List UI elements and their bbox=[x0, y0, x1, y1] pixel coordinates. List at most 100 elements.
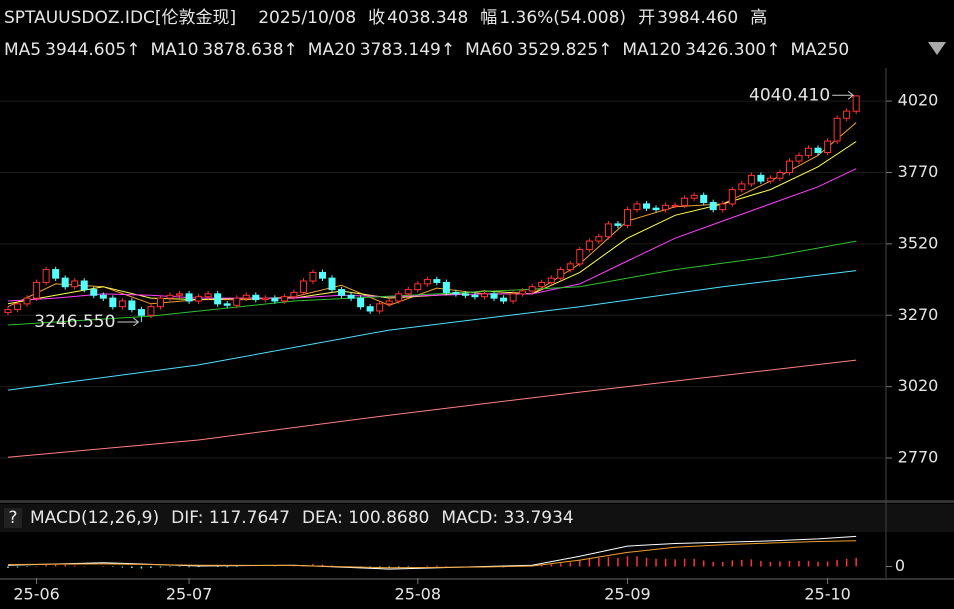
dropdown-arrow[interactable] bbox=[928, 42, 946, 55]
candle-body bbox=[757, 174, 765, 182]
candle-body bbox=[309, 271, 317, 282]
low-label: 3246.550 bbox=[34, 312, 115, 332]
candle-body bbox=[318, 271, 326, 279]
macd-line bbox=[7, 540, 857, 569]
candle-body bbox=[23, 297, 31, 305]
x-tick-label: 25-06 bbox=[13, 585, 60, 604]
candle-body bbox=[652, 207, 660, 211]
candle-body bbox=[166, 294, 174, 299]
candle-body bbox=[414, 283, 422, 291]
candle-body bbox=[776, 172, 784, 179]
legend-value: 3529.825↑ bbox=[517, 40, 612, 60]
candle-body bbox=[156, 297, 164, 308]
candle-body bbox=[42, 269, 50, 283]
candle-body bbox=[509, 293, 517, 302]
candle-body bbox=[233, 297, 241, 306]
x-tick-label: 25-07 bbox=[166, 585, 213, 604]
high-arrowhead bbox=[847, 90, 854, 100]
legend-value: 3426.300↑ bbox=[685, 40, 780, 60]
ma-line bbox=[7, 168, 857, 302]
y-tick-label: 4020 bbox=[898, 91, 939, 110]
candle-body bbox=[223, 303, 231, 306]
candle-body bbox=[614, 223, 622, 226]
candle-body bbox=[690, 194, 698, 199]
y-tick-label: 3770 bbox=[898, 162, 939, 181]
axis-separator bbox=[0, 578, 954, 580]
candle-body bbox=[338, 289, 346, 296]
candle-body bbox=[252, 294, 260, 301]
candle-body bbox=[604, 223, 612, 238]
candle-body bbox=[471, 294, 479, 298]
candle-body bbox=[528, 286, 536, 292]
candle-body bbox=[709, 201, 717, 211]
candle-body bbox=[681, 197, 689, 206]
legend-value: 3783.149↑ bbox=[360, 40, 455, 60]
help-button[interactable] bbox=[4, 508, 22, 528]
candle-body bbox=[719, 203, 727, 211]
macd-legend: DIF: 117.7647 bbox=[171, 508, 290, 528]
candle-body bbox=[557, 269, 565, 279]
candle-body bbox=[99, 294, 107, 299]
candle-body bbox=[299, 280, 307, 293]
axis: 2770 3020 3270 3520 3770 4020 25-06 25-07 25-08 2… bbox=[13, 91, 938, 604]
candle-body bbox=[747, 174, 755, 185]
candle-body bbox=[280, 296, 288, 302]
candle-body bbox=[585, 240, 593, 251]
y-tick-label: 2770 bbox=[898, 448, 939, 467]
candle-body bbox=[61, 277, 69, 288]
legend-value: 3878.638↑ bbox=[202, 40, 297, 60]
candle-body bbox=[547, 277, 555, 283]
candle-body bbox=[452, 291, 460, 295]
macd-legend: MACD: 33.7934 bbox=[441, 508, 573, 528]
ma-line bbox=[7, 122, 857, 308]
candle-body bbox=[376, 303, 384, 312]
candle-body bbox=[795, 154, 803, 162]
panel-separator bbox=[0, 500, 954, 503]
candle-body bbox=[538, 281, 546, 288]
candle-body bbox=[738, 183, 746, 191]
macd-title: MACD(12,26,9) bbox=[30, 508, 159, 528]
candle-body bbox=[147, 306, 155, 316]
x-tick-label: 25-09 bbox=[604, 585, 651, 604]
candle-body bbox=[214, 293, 222, 305]
candle-body bbox=[195, 296, 203, 302]
candle-body bbox=[4, 309, 12, 313]
legend-name: MA10 bbox=[150, 40, 198, 60]
candle-body bbox=[118, 300, 126, 308]
y-tick-label: 3520 bbox=[898, 233, 939, 252]
candle-body bbox=[481, 293, 488, 298]
low-arrowhead bbox=[133, 317, 140, 327]
candle-body bbox=[357, 297, 365, 308]
candle-body bbox=[204, 293, 212, 298]
ma-line bbox=[7, 141, 857, 305]
x-tick-label: 25-10 bbox=[804, 585, 851, 604]
legend-name: MA60 bbox=[465, 40, 513, 60]
candle-body bbox=[519, 290, 527, 295]
candle-body bbox=[385, 300, 393, 305]
candle-body bbox=[461, 293, 469, 296]
candle-body bbox=[176, 293, 184, 296]
macd-line bbox=[7, 535, 857, 570]
high-label: 4040.410 bbox=[749, 85, 830, 105]
candle-body bbox=[137, 309, 145, 316]
macd-header-bar bbox=[0, 504, 954, 532]
candle-body bbox=[700, 194, 708, 203]
y-tick-label: 0 bbox=[895, 556, 905, 575]
candle-body bbox=[128, 300, 136, 311]
candle-body bbox=[185, 293, 193, 302]
y-tick-label: 3020 bbox=[898, 376, 939, 395]
candle-body bbox=[766, 177, 774, 182]
candle-body bbox=[433, 279, 441, 283]
legend-value: 3944.605↑ bbox=[45, 40, 140, 60]
candle-body bbox=[728, 189, 736, 205]
legend-name: MA5 bbox=[4, 40, 41, 60]
candle-body bbox=[490, 293, 498, 299]
candle-body bbox=[671, 204, 679, 207]
legend-name: MA250 bbox=[790, 40, 849, 60]
candle-body bbox=[290, 291, 298, 298]
legend-name: MA120 bbox=[622, 40, 681, 60]
candle-body bbox=[33, 281, 41, 299]
candle-body bbox=[366, 306, 374, 312]
high-label: 高 bbox=[750, 8, 767, 28]
